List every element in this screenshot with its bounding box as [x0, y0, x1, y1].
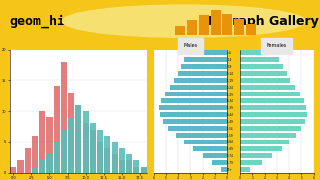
Bar	[119, 161, 125, 173]
Bar	[240, 112, 308, 117]
Bar	[46, 117, 52, 173]
Bar	[240, 140, 289, 144]
FancyBboxPatch shape	[234, 19, 244, 35]
Bar	[240, 85, 295, 90]
Bar	[240, 78, 290, 83]
Bar	[104, 148, 110, 173]
Bar	[161, 98, 227, 103]
Bar	[240, 71, 287, 76]
Bar	[240, 133, 296, 138]
Bar	[193, 146, 227, 151]
Bar	[75, 105, 82, 173]
Bar	[68, 93, 74, 173]
Bar	[240, 57, 279, 62]
Bar	[68, 117, 74, 173]
Bar	[119, 148, 125, 173]
Bar	[97, 142, 103, 173]
Bar	[221, 167, 227, 172]
Bar	[61, 130, 67, 173]
Bar	[168, 126, 227, 131]
Bar	[160, 112, 227, 117]
Bar	[240, 167, 250, 172]
Bar	[112, 154, 118, 173]
Bar	[61, 62, 67, 173]
Title: Males: Males	[183, 43, 197, 48]
Bar	[240, 92, 300, 96]
FancyBboxPatch shape	[199, 15, 209, 35]
Bar	[90, 123, 96, 173]
Bar	[140, 167, 147, 173]
Bar	[75, 105, 82, 173]
FancyBboxPatch shape	[222, 14, 233, 35]
Bar	[212, 160, 227, 165]
Bar	[53, 142, 60, 173]
Bar	[133, 167, 140, 173]
Bar	[32, 136, 38, 173]
Text: R Graph Gallery: R Graph Gallery	[208, 15, 319, 28]
Bar	[140, 167, 147, 173]
Bar	[240, 153, 272, 158]
Bar	[184, 57, 227, 62]
Bar	[32, 167, 38, 173]
Bar	[203, 153, 227, 158]
FancyBboxPatch shape	[246, 24, 256, 35]
Bar	[180, 64, 227, 69]
Bar	[176, 133, 227, 138]
Bar	[53, 86, 60, 173]
Bar	[17, 161, 24, 173]
Bar	[184, 140, 227, 144]
FancyBboxPatch shape	[211, 10, 221, 35]
Bar	[240, 146, 282, 151]
Bar	[126, 161, 132, 173]
FancyBboxPatch shape	[187, 20, 197, 35]
Bar	[240, 98, 304, 103]
Bar	[39, 111, 45, 173]
Bar	[188, 50, 227, 55]
Bar	[240, 126, 301, 131]
Bar	[97, 130, 103, 173]
Bar	[178, 71, 227, 76]
FancyBboxPatch shape	[175, 26, 186, 35]
Bar	[158, 105, 227, 110]
Bar	[104, 136, 110, 173]
Bar	[240, 50, 277, 55]
Bar	[83, 123, 89, 173]
Title: Females: Females	[267, 43, 287, 48]
Bar	[240, 160, 262, 165]
Bar	[25, 148, 31, 173]
Bar	[112, 142, 118, 173]
Bar	[133, 161, 140, 173]
Bar	[240, 119, 305, 124]
Bar	[90, 130, 96, 173]
Bar	[126, 154, 132, 173]
Bar	[240, 105, 306, 110]
Bar	[83, 111, 89, 173]
Bar	[10, 167, 16, 173]
Circle shape	[62, 5, 306, 37]
Bar	[240, 64, 283, 69]
Bar	[174, 78, 227, 83]
Bar	[46, 154, 52, 173]
Bar	[170, 85, 227, 90]
Bar	[39, 161, 45, 173]
Bar	[164, 92, 227, 96]
Bar	[164, 119, 227, 124]
Text: geom_histogram(): geom_histogram()	[10, 14, 138, 28]
